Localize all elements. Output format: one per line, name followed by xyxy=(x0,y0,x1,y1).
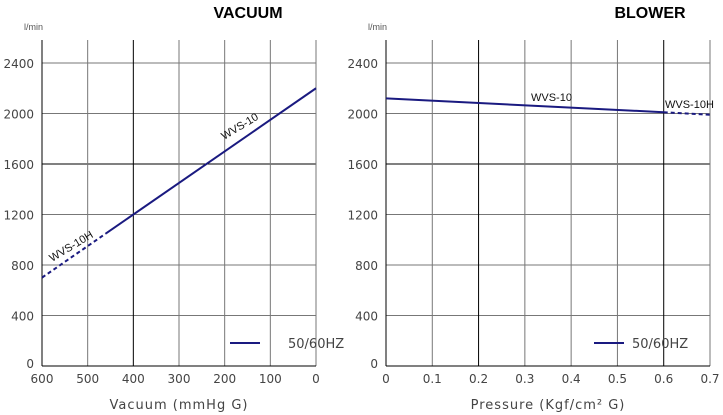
series-annotation: WVS-10 xyxy=(531,92,572,104)
x-tick-label: 600 xyxy=(31,372,54,386)
series-line-wvs-10h xyxy=(41,232,107,279)
chart-blower: BLOWER l/min 0 400 800 1200 1600 2000 2400 0 0.1 0.… xyxy=(347,5,719,413)
series-line-wvs-10h xyxy=(663,111,711,116)
y-tick-label: 2400 xyxy=(347,57,378,71)
x-tick-label: 200 xyxy=(213,372,236,386)
x-tick-label: 0.7 xyxy=(700,372,719,386)
series-line-wvs-10 xyxy=(105,87,317,235)
chart-title: VACUUM xyxy=(213,5,282,22)
x-tick-label: 0.4 xyxy=(562,372,581,386)
y-tick-label: 1600 xyxy=(347,158,378,172)
x-tick-label: 300 xyxy=(168,372,191,386)
x-tick-label: 0.2 xyxy=(469,372,488,386)
series-annotation: WVS-10H xyxy=(665,99,714,111)
series-line-wvs-10 xyxy=(385,97,664,114)
x-tick-label: 100 xyxy=(259,372,282,386)
y-tick-label: 0 xyxy=(370,357,378,371)
y-tick-label: 0 xyxy=(26,357,34,371)
x-tick-label: 0.6 xyxy=(654,372,673,386)
x-tick-label: 0.3 xyxy=(515,372,534,386)
y-tick-label: 800 xyxy=(11,259,34,273)
y-tick-label: 800 xyxy=(355,259,378,273)
series-annotation: WVS-10H xyxy=(47,229,95,264)
y-tick-label: 1200 xyxy=(347,209,378,223)
legend-label: 50/60HZ xyxy=(632,337,688,352)
y-tick-label: 1200 xyxy=(3,209,34,223)
x-tick-label: 0 xyxy=(382,372,390,386)
y-tick-label: 2000 xyxy=(3,108,34,122)
x-tick-label: 0.5 xyxy=(608,372,627,386)
series-annotation: WVS-10 xyxy=(219,111,260,142)
x-tick-label: 0.1 xyxy=(423,372,442,386)
y-tick-label: 400 xyxy=(355,310,378,324)
y-tick-label: 1600 xyxy=(3,158,34,172)
y-tick-label: 2000 xyxy=(347,108,378,122)
x-axis-label: Vacuum (mmHg G) xyxy=(110,398,249,413)
x-axis-label: Pressure (Kgf/cm² G) xyxy=(471,398,626,413)
chart-title: BLOWER xyxy=(614,5,686,22)
legend-label: 50/60HZ xyxy=(288,337,344,352)
y-tick-label: 400 xyxy=(11,310,34,324)
y-unit-label: l/min xyxy=(24,22,43,32)
y-tick-label: 2400 xyxy=(3,57,34,71)
x-tick-label: 0 xyxy=(312,372,320,386)
y-unit-label: l/min xyxy=(368,22,387,32)
x-tick-label: 500 xyxy=(76,372,99,386)
x-tick-label: 400 xyxy=(122,372,145,386)
